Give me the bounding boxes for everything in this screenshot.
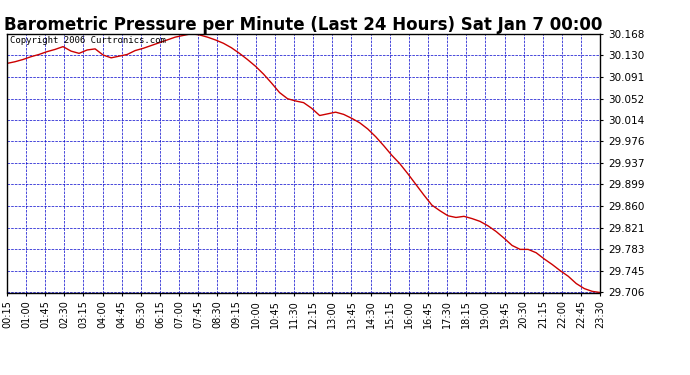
Title: Barometric Pressure per Minute (Last 24 Hours) Sat Jan 7 00:00: Barometric Pressure per Minute (Last 24 … [4, 16, 603, 34]
Text: Copyright 2006 Curtronics.com: Copyright 2006 Curtronics.com [10, 36, 166, 45]
